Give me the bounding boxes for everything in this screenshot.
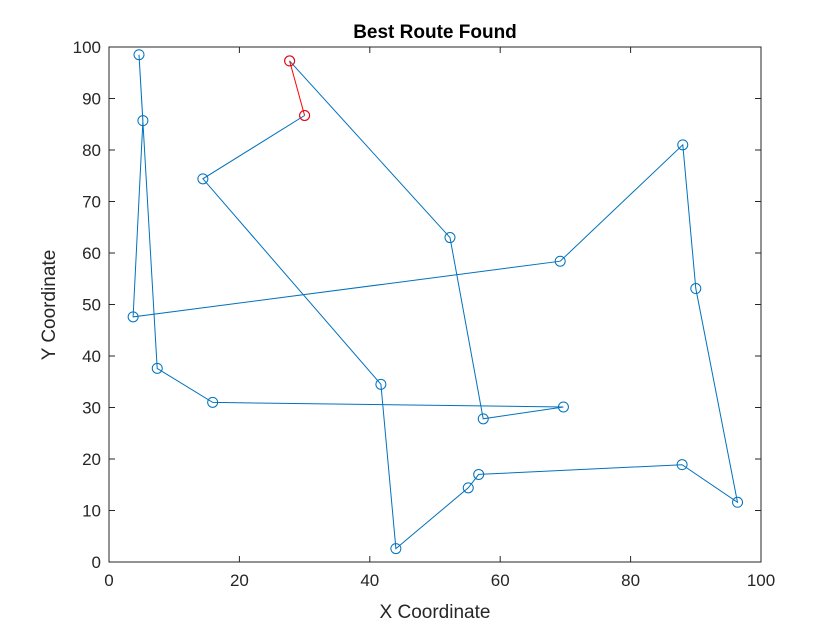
y-tick-label: 100 [73,38,101,57]
x-tick-label: 20 [230,571,249,590]
route-point-marker [690,283,702,295]
route-point-marker [677,139,689,151]
y-tick-label: 90 [82,90,101,109]
chart-title: Best Route Found [353,22,517,43]
route-point-marker [127,311,139,323]
x-axis-label: X Coordinate [380,602,491,623]
route-point-marker [137,115,149,127]
y-axis-label: Y Coordinate [39,250,60,361]
y-tick-label: 60 [82,244,101,263]
route-point-marker [444,232,456,244]
route-line [132,54,739,550]
route-point-marker [207,396,219,408]
closing-segment-marker [299,109,311,121]
y-tick-label: 10 [82,502,101,521]
y-tick-label: 40 [82,347,101,366]
route-point-marker [554,255,566,267]
route-point-marker [473,468,485,480]
plot-area: 0 20 40 60 80 100 0 10 20 30 40 50 60 70 80 90 100 [73,38,776,590]
route-point-marker [375,378,387,390]
x-tick-label: 40 [360,571,379,590]
route-point-marker [557,401,569,413]
x-tick-label: 0 [104,571,113,590]
x-tick-label: 60 [491,571,510,590]
y-tick-label: 80 [82,141,101,160]
route-point-marker [151,362,163,374]
x-tick-label: 80 [621,571,640,590]
route-point-marker [133,49,145,61]
route-point-marker [390,543,402,555]
closing-segment-line [289,60,306,116]
route-point-marker [732,496,744,508]
route-point-marker [197,173,209,185]
y-tick-label: 20 [82,450,101,469]
x-tick-label: 100 [747,571,775,590]
y-tick-label: 70 [82,193,101,212]
route-point-marker [477,413,489,425]
closing-segment-marker [284,55,296,67]
y-tick-label: 30 [82,399,101,418]
route-point-marker [462,482,474,494]
route-point-marker [676,459,688,471]
y-tick-label: 0 [92,553,101,572]
y-tick-label: 50 [82,296,101,315]
